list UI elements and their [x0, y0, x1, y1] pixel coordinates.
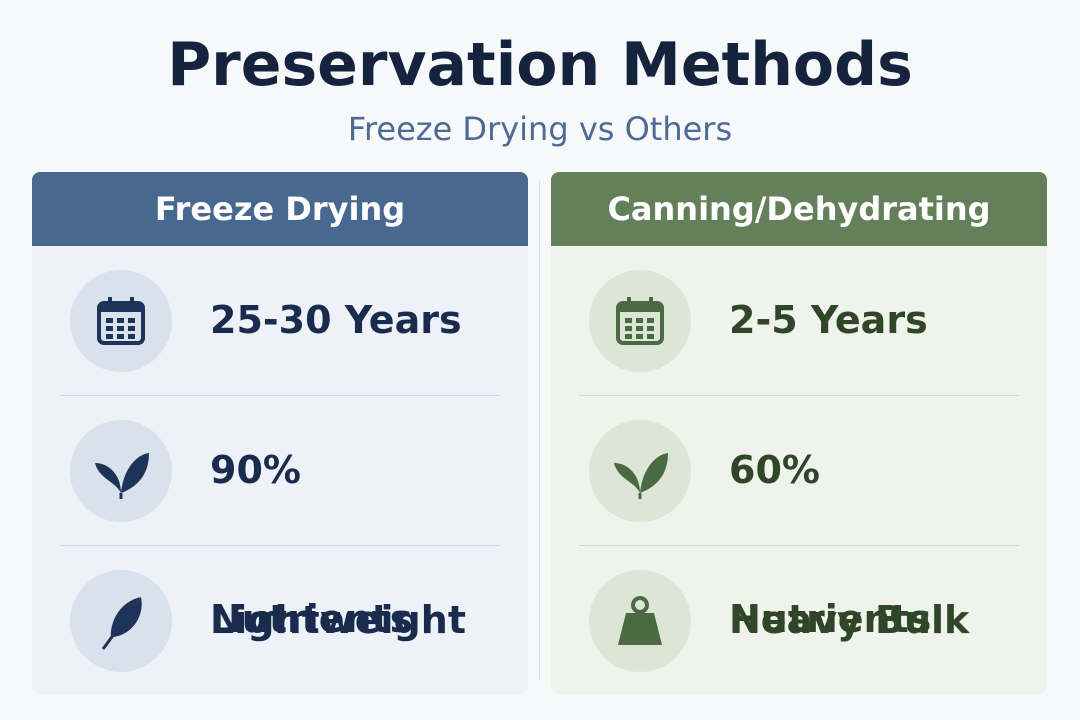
- row: 90% Nutrients: [60, 396, 500, 641]
- icon: [70, 270, 172, 372]
- row: Heavy Bulk: [579, 546, 1019, 694]
- item-text: 25-30 Years: [210, 298, 462, 342]
- item-text: 2-5 Years: [729, 298, 928, 342]
- icon: [589, 570, 691, 672]
- column-header: Freeze Drying: [32, 172, 528, 246]
- row: 60% Nutrients: [579, 396, 1019, 641]
- item-text: 90% Nutrients: [210, 448, 413, 641]
- icon: [589, 420, 691, 522]
- item-text: Lightweight: [210, 598, 466, 642]
- item-text: 60% Nutrients: [729, 448, 932, 641]
- column: Canning/Dehydrating 2-5 Years 60% Nutrient…: [551, 172, 1047, 694]
- row: Lightweight: [60, 546, 500, 694]
- column: Freeze Drying 25-30 Years 90% Nutrients Lig…: [32, 172, 528, 694]
- item-text: Heavy Bulk: [729, 598, 970, 642]
- divider: [539, 180, 540, 680]
- row: 2-5 Years: [579, 246, 1019, 396]
- icon: [589, 270, 691, 372]
- icon: [70, 570, 172, 672]
- subtitle: Freeze Drying vs Others: [347, 110, 733, 148]
- icon: [70, 420, 172, 522]
- row: 25-30 Years: [60, 246, 500, 396]
- title: Preservation Methods: [167, 30, 913, 100]
- column-header: Canning/Dehydrating: [551, 172, 1047, 246]
